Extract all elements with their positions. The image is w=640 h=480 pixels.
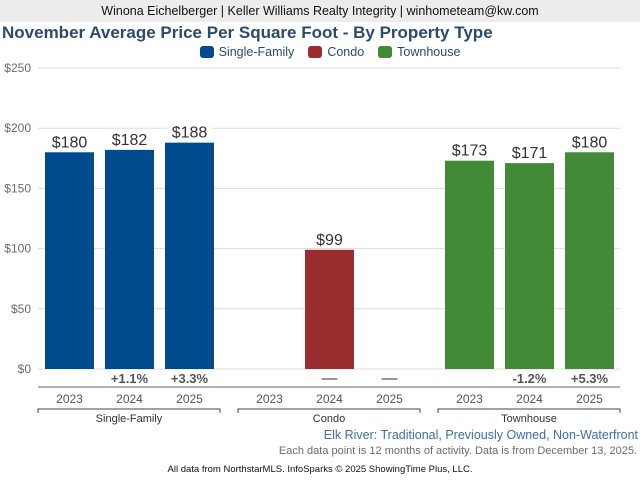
x-tick-label: 2024 <box>116 392 143 406</box>
x-tick-label: 2023 <box>56 392 83 406</box>
change-label: +5.3% <box>571 371 609 386</box>
data-note: Each data point is 12 months of activity… <box>278 445 637 457</box>
legend-label: Condo <box>327 45 365 59</box>
bar-value-label: $182 <box>112 132 148 149</box>
bar-label-bg <box>447 139 492 159</box>
bar-label-bg <box>167 121 212 141</box>
x-tick-label: 2024 <box>516 392 543 406</box>
bar <box>445 160 494 369</box>
bar-value-label: $173 <box>452 143 488 160</box>
data-source: All data from NorthstarMLS. InfoSparks ©… <box>167 464 473 475</box>
bar <box>165 142 214 369</box>
x-tick-label: 2025 <box>176 392 203 406</box>
bar-value-label: $180 <box>572 134 608 151</box>
y-tick-label: $250 <box>4 61 31 75</box>
agent-header: Winona Eichelberger | Keller Williams Re… <box>0 0 640 22</box>
chart-subtitle: Elk River: Traditional, Previously Owned… <box>323 428 638 442</box>
legend-swatch-condo <box>308 46 323 58</box>
change-label: +3.3% <box>171 371 209 386</box>
x-tick-label: 2025 <box>576 392 603 406</box>
bar-value-label: $180 <box>52 134 88 151</box>
legend-label: Townhouse <box>397 45 461 59</box>
group-bracket <box>437 408 621 413</box>
bar <box>105 149 154 369</box>
legend-item-single-family[interactable]: Single-Family <box>199 45 295 59</box>
chart-legend: Single-Family Condo Townhouse <box>0 45 640 59</box>
y-tick-label: $200 <box>4 121 31 135</box>
group-label: Townhouse <box>501 413 557 425</box>
y-tick-label: $150 <box>4 181 31 195</box>
group-label: Single-Family <box>96 413 163 425</box>
bar <box>305 249 354 369</box>
legend-item-condo[interactable]: Condo <box>308 45 364 59</box>
bar-value-label: $171 <box>512 145 548 162</box>
group-bracket <box>37 408 221 413</box>
bar-label-bg <box>107 128 152 148</box>
bar-label-bg <box>307 228 352 248</box>
legend-swatch-single-family <box>199 46 214 58</box>
legend-label: Single-Family <box>218 45 295 59</box>
legend-item-townhouse[interactable]: Townhouse <box>378 45 460 59</box>
chart-title: November Average Price Per Square Foot -… <box>2 23 493 42</box>
change-label: -1.2% <box>513 371 547 386</box>
x-tick-label: 2024 <box>316 392 343 406</box>
y-tick-label: $100 <box>4 242 31 256</box>
change-label: +1.1% <box>111 371 149 386</box>
bar <box>565 152 614 369</box>
x-tick-label: 2025 <box>376 392 403 406</box>
y-tick-label: $0 <box>18 362 32 376</box>
legend-swatch-townhouse <box>378 46 393 58</box>
bar <box>45 152 94 369</box>
y-tick-label: $50 <box>11 302 31 316</box>
bar-label-bg <box>507 142 552 162</box>
x-tick-label: 2023 <box>256 392 283 406</box>
bar-value-label: $99 <box>316 232 343 249</box>
group-bracket <box>237 408 421 413</box>
bar <box>505 163 554 369</box>
bar-value-label: $188 <box>172 125 208 142</box>
bar-label-bg <box>567 131 612 151</box>
bar-label-bg <box>47 131 92 151</box>
group-label: Condo <box>313 413 345 425</box>
x-tick-label: 2023 <box>456 392 483 406</box>
